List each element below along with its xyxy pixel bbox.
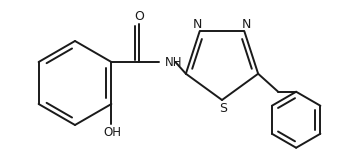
Text: N: N <box>242 18 251 31</box>
Text: S: S <box>219 102 227 115</box>
Text: N: N <box>193 18 202 31</box>
Text: NH: NH <box>165 57 183 69</box>
Text: O: O <box>135 10 144 23</box>
Text: OH: OH <box>103 127 121 139</box>
